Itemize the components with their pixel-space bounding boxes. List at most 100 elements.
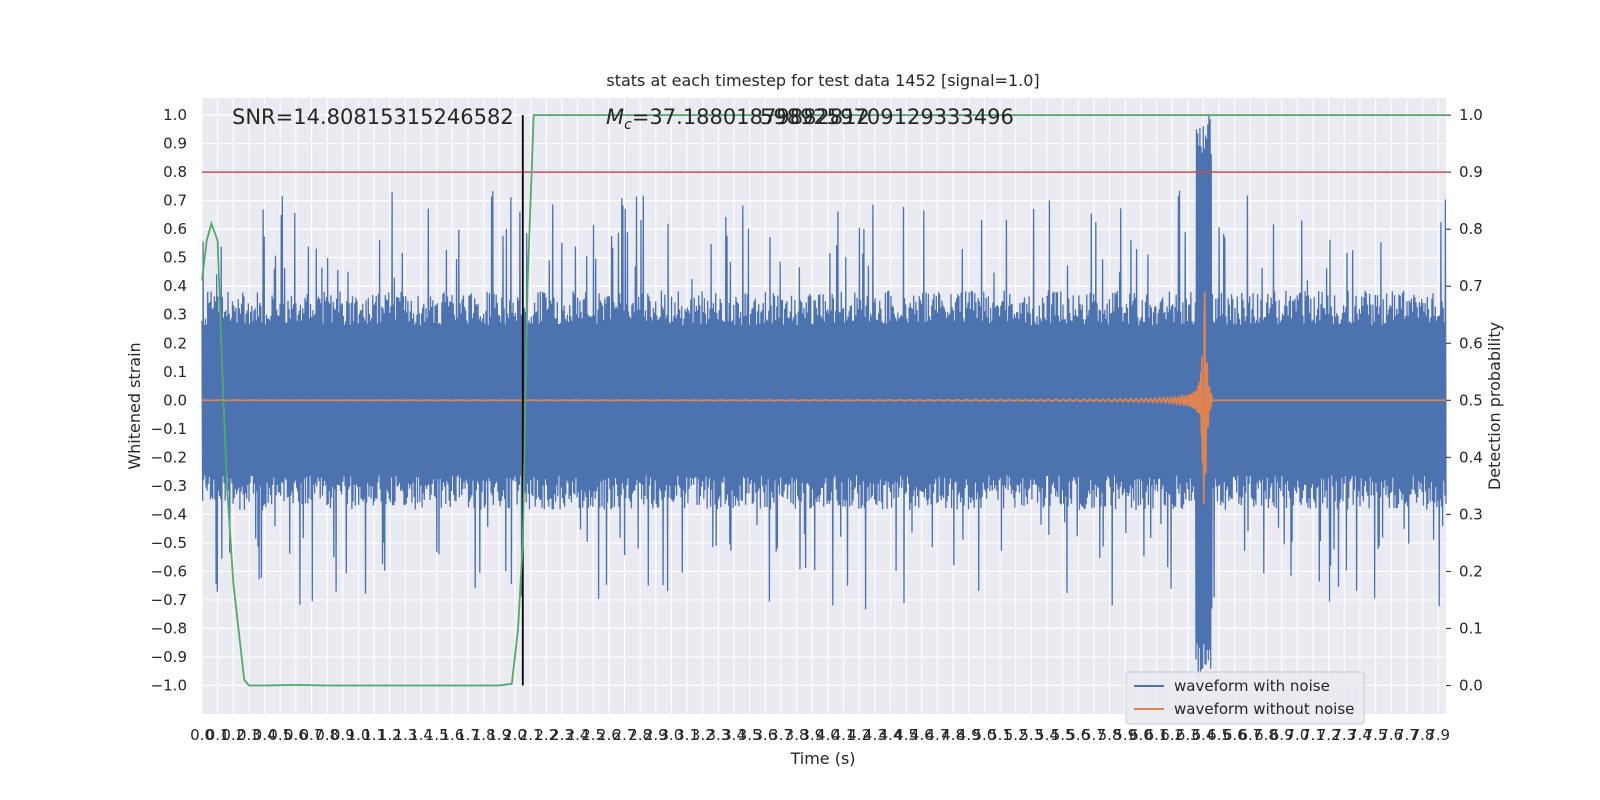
x-tick-label: 0.0 (190, 726, 214, 744)
legend-box (1125, 671, 1365, 725)
x-tick-label: 0.3 (237, 726, 261, 744)
y-tick-label: −0.4 (151, 505, 187, 523)
x-tick-label: 4.4 (879, 726, 903, 744)
x-tick-label: 6.5 (1207, 726, 1231, 744)
x-tick-label: 2.3 (550, 726, 574, 744)
x-tick-label: 7.5 (1364, 726, 1388, 744)
x-tick-label: 7.3 (1332, 726, 1356, 744)
legend: waveform with noise waveform without noi… (1125, 671, 1365, 725)
y2-tick-label: 0.3 (1459, 505, 1483, 523)
x-tick-label: 0.9 (331, 726, 355, 744)
x-tick-label: 3.6 (753, 726, 777, 744)
x-tick-label: 0.6 (284, 726, 308, 744)
x-tick-label: 6.7 (1238, 726, 1262, 744)
x-tick-label: 2.6 (597, 726, 621, 744)
x-tick-label: 4.3 (863, 726, 887, 744)
x-tick-label: 5.1 (988, 726, 1012, 744)
x-tick-label: 5.3 (1019, 726, 1043, 744)
x-tick-label: 5.0 (972, 726, 996, 744)
x-axis-label: Time (s) (789, 749, 855, 768)
x-tick-label: 7.0 (1285, 726, 1309, 744)
x-tick-label: 1.3 (393, 726, 417, 744)
x-tick-label: 4.9 (957, 726, 981, 744)
x-tick-label: 4.5 (894, 726, 918, 744)
x-tick-label: 6.0 (1129, 726, 1153, 744)
y2-tick-label: 0.6 (1459, 334, 1483, 352)
y2-tick-label: 0.2 (1459, 562, 1483, 580)
noise-trace (201, 115, 1447, 678)
x-tick-label: 1.9 (487, 726, 511, 744)
x-tick-label: 5.4 (1035, 726, 1059, 744)
y2-tick-labels: 1.0 0.9 0.8 0.7 0.6 0.5 0.4 0.3 0.2 0.1 0.0 (1446, 106, 1483, 694)
y-tick-label: 0.8 (163, 163, 187, 181)
x-tick-label: 3.1 (675, 726, 699, 744)
x-tick-label: 1.7 (456, 726, 480, 744)
y2-tick-label: 0.9 (1459, 163, 1483, 181)
x-tick-label: 6.2 (1160, 726, 1184, 744)
x-tick-label: 4.2 (847, 726, 871, 744)
y2-tick-label: 1.0 (1459, 106, 1483, 124)
x-tick-label: 7.4 (1348, 726, 1372, 744)
x-tick-label: 4.1 (832, 726, 856, 744)
x-tick-label: 0.7 (300, 726, 324, 744)
x-tick-label: 7.6 (1379, 726, 1403, 744)
y-tick-label: −0.3 (151, 477, 187, 495)
x-tick-label: 2.9 (644, 726, 668, 744)
y-tick-label: 0.6 (163, 220, 187, 238)
x-tick-label: 4.6 (910, 726, 934, 744)
y2-tick-label: 0.7 (1459, 277, 1483, 295)
x-tick-label: 6.1 (1145, 726, 1169, 744)
x-tick-label: 1.8 (472, 726, 496, 744)
y-tick-label: 0.0 (163, 391, 187, 409)
x-tick-label: 2.5 (581, 726, 605, 744)
x-tick-label: 6.9 (1270, 726, 1294, 744)
x-tick-label: 6.6 (1223, 726, 1247, 744)
chirp-trace (202, 291, 1446, 505)
x-tick-label: 5.7 (1082, 726, 1106, 744)
x-tick-label: 3.4 (722, 726, 746, 744)
x-tick-labels: 0.00.10.20.30.40.50.60.70.80.91.01.11.21… (190, 726, 1450, 744)
y-axis-label: Whitened strain (125, 342, 144, 469)
x-tick-label: 7.1 (1301, 726, 1325, 744)
x-tick-label: 1.5 (425, 726, 449, 744)
y-tick-label: −0.9 (151, 648, 187, 666)
x-tick-label: 3.8 (785, 726, 809, 744)
x-tick-label: 2.4 (566, 726, 590, 744)
x-tick-label: 1.4 (409, 726, 433, 744)
x-tick-label: 2.8 (628, 726, 652, 744)
x-tick-label: 1.0 (347, 726, 371, 744)
x-tick-label: 4.7 (926, 726, 950, 744)
x-tick-label: 6.3 (1176, 726, 1200, 744)
y-tick-label: 0.1 (163, 363, 187, 381)
snr-annotation: SNR=14.80815315246582 (232, 105, 514, 129)
y-tick-label: 0.2 (163, 334, 187, 352)
chirp-mass-symbol: M (606, 105, 624, 129)
y-tick-label: −1.0 (151, 676, 187, 694)
overlap-annotation: 5989259709129333496 (760, 105, 1014, 129)
probability-line (201, 114, 1446, 687)
x-tick-label: 5.5 (1051, 726, 1075, 744)
x-tick-label: 6.8 (1254, 726, 1278, 744)
x-tick-label: 0.5 (268, 726, 292, 744)
x-tick-label: 2.1 (519, 726, 543, 744)
x-tick-label: 0.1 (206, 726, 230, 744)
y-tick-label: −0.2 (151, 448, 187, 466)
x-tick-label: 5.2 (1004, 726, 1028, 744)
legend-label-with-noise: waveform with noise (1174, 677, 1330, 695)
y2-tick-label: 0.8 (1459, 220, 1483, 238)
x-tick-label: 2.0 (503, 726, 527, 744)
x-tick-label: 7.2 (1317, 726, 1341, 744)
y2-tick-label: 0.5 (1459, 391, 1483, 409)
x-tick-label: 5.8 (1098, 726, 1122, 744)
x-tick-label: 5.9 (1113, 726, 1137, 744)
x-tick-label: 7.8 (1411, 726, 1435, 744)
y2-axis-label: Detection probability (1485, 322, 1504, 490)
x-tick-label: 3.5 (738, 726, 762, 744)
y-tick-label: 0.9 (163, 135, 187, 153)
x-tick-label: 5.6 (1066, 726, 1090, 744)
series-waveform-without-noise (202, 291, 1446, 505)
chirp-mass-annotation: Mc=37.18801879882812 (606, 105, 870, 133)
x-tick-label: 2.2 (534, 726, 558, 744)
y-tick-label: −0.8 (151, 619, 187, 637)
x-tick-label: 1.2 (378, 726, 402, 744)
